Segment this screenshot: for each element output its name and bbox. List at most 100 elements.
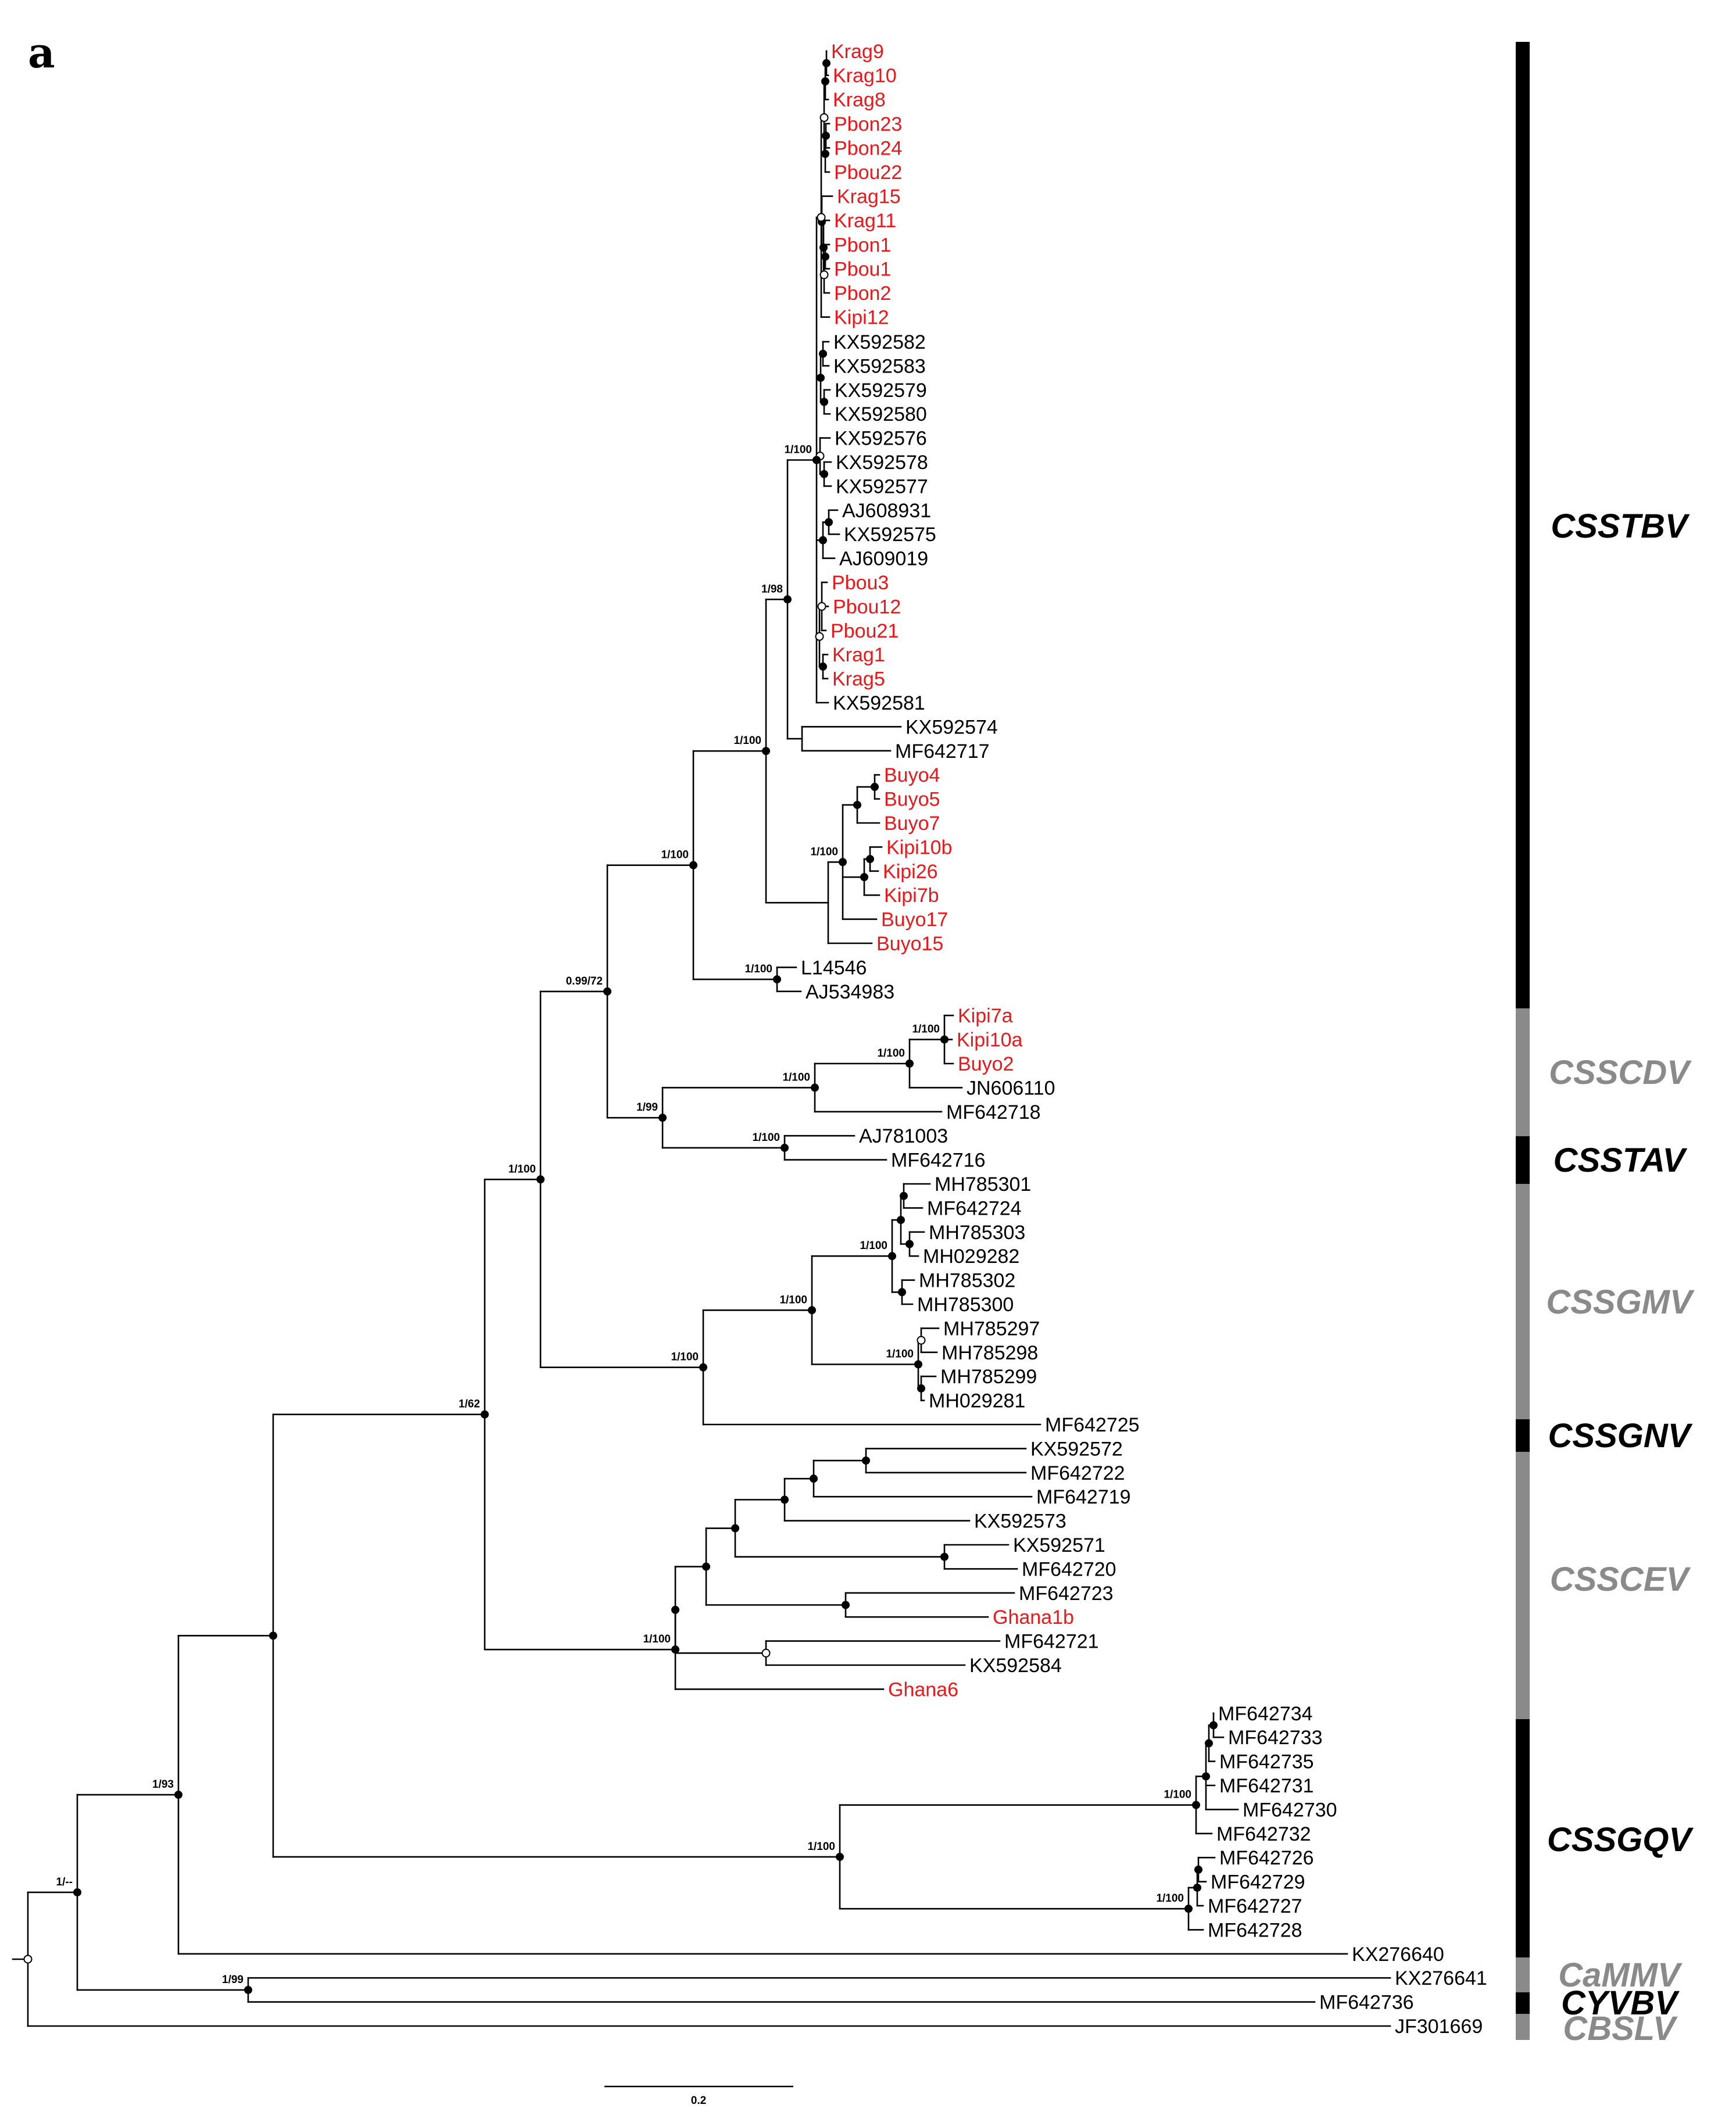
- tip-label: KX592577: [836, 475, 928, 498]
- tip-label: Buyo4: [884, 764, 940, 786]
- tip-label: Kipi10b: [886, 836, 952, 858]
- support-label: 1/100: [779, 1294, 807, 1306]
- tip-label: MF642734: [1218, 1703, 1313, 1725]
- tip-label: MF642727: [1208, 1895, 1302, 1917]
- node-dot-open: [23, 1955, 33, 1964]
- tip-label: MH785298: [942, 1342, 1038, 1364]
- clade-bar: [1516, 1957, 1530, 1992]
- tip-label: Kipi10a: [957, 1029, 1023, 1051]
- tip-label: Pbou12: [833, 596, 901, 618]
- tip-label: Pbon23: [834, 113, 902, 135]
- clade-bar: [1516, 1992, 1530, 2014]
- tip-label: MF642731: [1219, 1775, 1314, 1797]
- support-label: 1/100: [643, 1633, 671, 1645]
- tree-nodes: [23, 59, 1218, 1994]
- support-label: 1/99: [636, 1101, 658, 1114]
- node-dot-filled: [671, 1645, 679, 1654]
- tip-label: Krag1: [832, 644, 885, 666]
- node-dot-filled: [1192, 1801, 1200, 1809]
- node-dot-filled: [900, 1191, 908, 1200]
- node-dot-filled: [783, 595, 792, 604]
- tip-label: KX592579: [835, 380, 927, 402]
- node-dot-filled: [174, 1791, 182, 1799]
- tip-label: MH029281: [929, 1390, 1025, 1412]
- support-label: 1/100: [807, 1841, 835, 1853]
- node-dot-filled: [819, 349, 827, 358]
- tip-label: Pbou3: [832, 572, 889, 594]
- tip-label: MF642722: [1030, 1462, 1125, 1484]
- tip-label: AJ608931: [842, 500, 931, 522]
- scale-bar-label: 0.2: [691, 2095, 706, 2107]
- tip-label: Kipi7a: [958, 1005, 1013, 1027]
- tip-label: KX592572: [1030, 1438, 1123, 1460]
- support-label: 1/100: [912, 1023, 940, 1036]
- tip-label: MF642718: [946, 1101, 1041, 1123]
- support-label: 1/99: [222, 1974, 244, 1986]
- node-dot-filled: [820, 398, 828, 406]
- node-dot-filled: [819, 244, 828, 252]
- node-dot-filled: [812, 456, 821, 464]
- node-dot-filled: [821, 77, 829, 85]
- node-dot-filled: [810, 1474, 818, 1483]
- clade-label: CSSTAV: [1554, 1141, 1688, 1179]
- tip-label: MH785301: [935, 1173, 1031, 1196]
- node-dot-filled: [897, 1216, 905, 1225]
- node-dot-filled: [762, 747, 770, 756]
- support-label: 1/100: [671, 1351, 699, 1363]
- node-dot-filled: [603, 987, 611, 996]
- tip-label: KX592574: [905, 716, 998, 738]
- tip-label: MF642720: [1022, 1558, 1116, 1580]
- tip-label: KX592578: [836, 452, 928, 474]
- tip-label: Kipi26: [883, 861, 938, 883]
- tip-label: KX592584: [969, 1655, 1062, 1677]
- node-dot-filled: [1194, 1865, 1202, 1874]
- node-dot-filled: [1193, 1883, 1201, 1892]
- tip-label: Krag11: [834, 210, 896, 232]
- tip-label: MF642729: [1211, 1871, 1305, 1894]
- tip-label: KX276640: [1352, 1944, 1444, 1966]
- node-dot-open: [817, 213, 826, 222]
- node-dot-filled: [898, 1288, 906, 1297]
- panel-label: a: [28, 28, 55, 77]
- tip-label: MF642733: [1228, 1727, 1323, 1749]
- tip-label: KX592575: [844, 524, 936, 546]
- node-dot-filled: [940, 1035, 948, 1044]
- clade-bar: [1516, 42, 1530, 1008]
- support-label: 1/100: [784, 444, 812, 456]
- node-dot-filled: [1184, 1905, 1193, 1913]
- support-label: 1/100: [1164, 1789, 1191, 1801]
- tip-label: MH785300: [917, 1294, 1014, 1316]
- tip-label: KX276641: [1395, 1967, 1487, 1989]
- support-label: 1/62: [459, 1398, 480, 1411]
- node-dot-filled: [871, 782, 879, 791]
- clade-bars: CSSTBV CSSCDV CSSTAV CSSGMV CSSGNV CSSCEV CSSG…: [1516, 42, 1695, 2048]
- node-dot-filled: [821, 149, 829, 158]
- tip-label: Krag9: [831, 41, 884, 63]
- node-dot-filled: [73, 1888, 81, 1896]
- node-dot-filled: [689, 861, 697, 869]
- tip-label: MF642717: [895, 740, 990, 763]
- tip-label: Kipi12: [834, 307, 889, 329]
- tip-label: MF642716: [891, 1150, 986, 1172]
- node-dot-open: [917, 1336, 926, 1345]
- clade-bar: [1516, 2014, 1530, 2040]
- tip-label: KX592573: [974, 1511, 1066, 1533]
- tip-label: AJ609019: [839, 548, 928, 570]
- tip-label: MF642721: [1004, 1631, 1099, 1653]
- clade-label: CSSGNV: [1548, 1417, 1693, 1455]
- node-dot-filled: [819, 662, 827, 671]
- tip-label: KX592582: [833, 331, 926, 353]
- support-label: 1/100: [810, 846, 838, 858]
- tip-label: Pbou1: [834, 258, 891, 280]
- clade-label: CSSGQV: [1547, 1821, 1694, 1859]
- node-dot-filled: [481, 1410, 489, 1419]
- node-dot-filled: [269, 1631, 277, 1640]
- tip-label: MH029282: [923, 1245, 1019, 1268]
- tip-label: Buyo17: [881, 909, 948, 931]
- node-dot-open: [817, 602, 826, 611]
- node-dot-filled: [1209, 1721, 1218, 1730]
- node-dot-filled: [820, 470, 828, 478]
